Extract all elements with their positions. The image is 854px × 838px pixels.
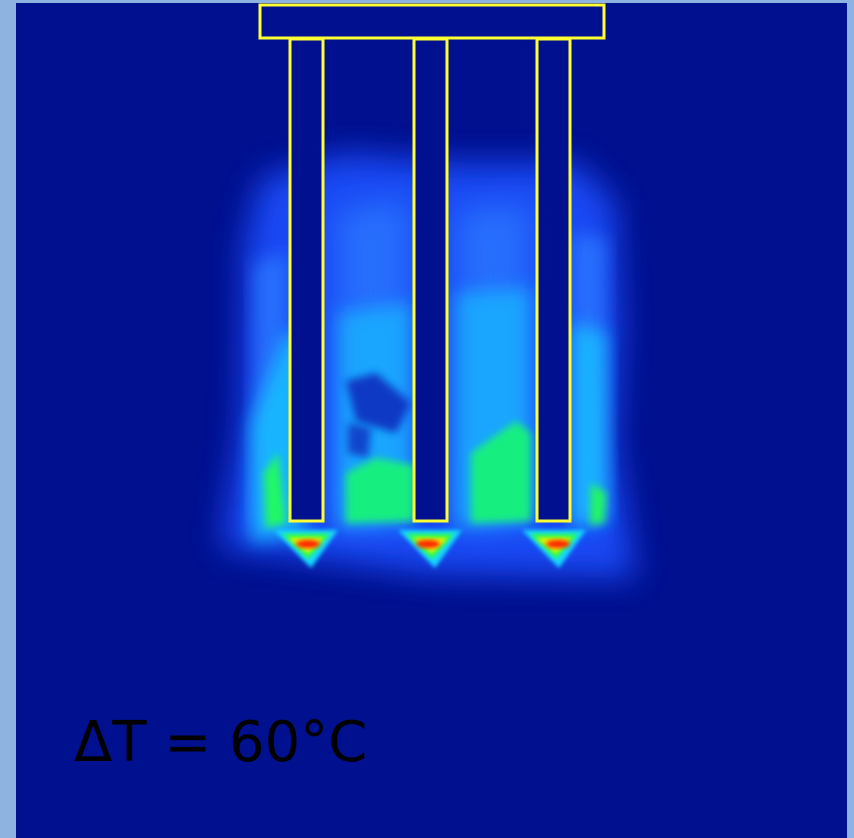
thermal-field <box>221 3 636 578</box>
header-bar-outline <box>258 3 606 40</box>
heat-plume <box>221 153 636 578</box>
rod-assembly-outline <box>258 3 606 523</box>
hot-spot-left <box>274 530 338 568</box>
rod-right-outline <box>535 37 572 523</box>
rod-center-outline <box>412 37 449 523</box>
temperature-difference-label: ΔT = 60°C <box>74 710 368 775</box>
thermal-map-panel: ΔT = 60°C <box>16 3 847 838</box>
hot-spot-center <box>398 530 462 568</box>
rod-left-outline <box>288 37 325 523</box>
hot-spot-right <box>522 530 586 568</box>
